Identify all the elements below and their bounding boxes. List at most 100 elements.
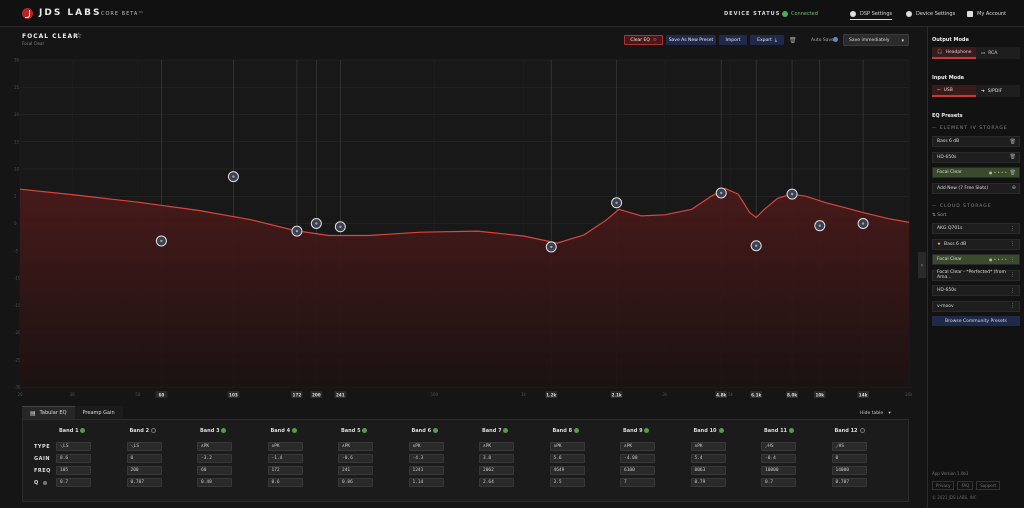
band-freq-field[interactable]: 60 [197, 466, 232, 475]
band-freq-field[interactable]: 172 [267, 466, 303, 475]
faq-link[interactable]: FAQ [957, 481, 974, 490]
more-options-icon[interactable]: ⋮ [1010, 225, 1015, 232]
band-q-field[interactable]: 3.5 [549, 478, 585, 487]
band-gain-field[interactable]: -0.6 [338, 454, 373, 463]
input-spdif-option[interactable]: ➜ S/PDIF [976, 85, 1020, 97]
band-type-field[interactable]: ∧ PK [338, 442, 373, 451]
preset-list-item[interactable]: Add New (7 Free Slots) ⊕ [932, 182, 1020, 194]
sort-control[interactable]: ⇅ Sort [932, 213, 946, 218]
more-options-icon[interactable]: ⋮ [1010, 256, 1015, 263]
input-usb-option[interactable]: ⎓ USB [932, 85, 976, 97]
add-icon[interactable]: ⊕ [1011, 185, 1016, 191]
band-type-field[interactable]: ∧ PK [197, 442, 232, 451]
band-enable-toggle[interactable] [789, 428, 794, 433]
band-gain-field[interactable]: 5.6 [549, 454, 585, 463]
band-gain-field[interactable]: 0 [831, 454, 867, 463]
band-q-field[interactable]: 0.79 [690, 478, 726, 487]
band-gain-field[interactable]: -4.3 [408, 454, 444, 463]
band-gain-field[interactable]: -0.4 [761, 454, 796, 463]
save-as-new-preset-button[interactable]: Save As New Preset [666, 35, 716, 45]
band-freq-field[interactable]: 1241 [408, 466, 444, 475]
export-button[interactable]: Export ⤓ [750, 35, 784, 45]
preset-list-item[interactable]: HD-650s 🗑 [932, 151, 1020, 163]
preset-list-item[interactable]: Focal Clear ● • • • • 🗑 [932, 167, 1020, 178]
band-type-field[interactable]: ∧ PK [408, 442, 444, 451]
preset-list-item[interactable]: Focal Clear - *Perfected* (from Ama... ⋮ [932, 269, 1020, 281]
trash-icon[interactable]: 🗑 [1009, 154, 1016, 160]
preset-list-item[interactable]: v-moov ⋮ [932, 300, 1020, 312]
band-q-field[interactable]: 0.707 [831, 478, 867, 487]
support-link[interactable]: Support [976, 481, 1001, 490]
band-freq-field[interactable]: 2062 [479, 466, 514, 475]
more-options-icon[interactable]: ⋮ [1010, 287, 1015, 294]
band-gain-field[interactable]: 3.8 [479, 454, 514, 463]
nav-my-account[interactable]: My Account [967, 8, 1006, 20]
info-icon[interactable] [833, 37, 838, 42]
band-freq-field[interactable]: 10000 [761, 466, 796, 475]
q-info-icon[interactable] [43, 481, 47, 485]
band-gain-field[interactable]: -1.4 [267, 454, 303, 463]
band-gain-field[interactable]: 8.6 [56, 454, 91, 463]
browse-community-presets-button[interactable]: Browse Community Presets [932, 316, 1020, 326]
band-enable-toggle[interactable] [432, 428, 438, 433]
band-q-field[interactable]: 1.14 [408, 478, 444, 487]
band-q-field[interactable]: 0.7 [761, 478, 796, 487]
band-type-field[interactable]: ⟋ HS [761, 442, 796, 451]
band-freq-field[interactable]: 14000 [831, 466, 867, 475]
preset-list-item[interactable]: ★ Bass 6 dB ⋮ [932, 238, 1020, 250]
band-q-field[interactable]: 0.86 [338, 478, 373, 487]
tab-preamp-gain[interactable]: Preamp Gain [74, 406, 123, 419]
band-freq-field[interactable]: 241 [338, 466, 373, 475]
more-options-icon[interactable]: ⋮ [1010, 303, 1015, 309]
preset-list-item[interactable]: AKG Q701s ⋮ [932, 223, 1020, 234]
band-gain-field[interactable]: 5.4 [690, 454, 726, 463]
band-enable-toggle[interactable] [718, 428, 724, 433]
clear-eq-button[interactable]: Clear EQ ⊘ [624, 35, 663, 45]
privacy-link[interactable]: Privacy [932, 481, 955, 490]
band-freq-field[interactable]: 6100 [620, 466, 655, 475]
band-enable-toggle[interactable] [859, 428, 865, 433]
band-q-field[interactable]: 0.6 [267, 478, 303, 487]
band-q-field[interactable]: 0.7 [56, 478, 91, 487]
band-enable-toggle[interactable] [362, 428, 367, 433]
save-mode-select[interactable]: Save immediately ▾ [843, 34, 909, 46]
band-type-field[interactable]: ⟍ LS [56, 442, 91, 451]
band-q-field[interactable]: 7 [620, 478, 655, 487]
nav-device-settings[interactable]: Device Settings [906, 8, 955, 20]
band-q-field[interactable]: 0.48 [197, 478, 232, 487]
band-freq-field[interactable]: 4649 [549, 466, 585, 475]
band-gain-field[interactable]: -3.2 [197, 454, 232, 463]
band-enable-toggle[interactable] [644, 428, 649, 433]
band-enable-toggle[interactable] [80, 428, 85, 433]
tab-tabular-eq[interactable]: ▤ Tabular EQ [22, 406, 75, 419]
band-type-field[interactable]: ∧ PK [479, 442, 514, 451]
more-options-icon[interactable]: ⋮ [1010, 272, 1015, 278]
band-enable-toggle[interactable] [291, 428, 297, 433]
band-freq-field[interactable]: 8063 [690, 466, 726, 475]
band-enable-toggle[interactable] [573, 428, 579, 433]
band-enable-toggle[interactable] [221, 428, 226, 433]
band-type-field[interactable]: ∧ PK [549, 442, 585, 451]
sidebar-collapse-handle[interactable]: › [918, 252, 926, 278]
output-headphone-option[interactable]: 🎧 Headphone [932, 47, 976, 59]
band-type-field[interactable]: ∧ PK [690, 442, 726, 451]
preset-list-item[interactable]: Bass 6 dB 🗑 [932, 136, 1020, 147]
band-type-field[interactable]: ∧ PK [620, 442, 655, 451]
band-enable-toggle[interactable] [150, 428, 156, 433]
import-button[interactable]: Import [719, 35, 747, 45]
band-type-field[interactable]: ∧ PK [267, 442, 303, 451]
nav-dsp-settings[interactable]: DSP Settings [850, 8, 893, 20]
hide-table-toggle[interactable]: Hide table ▾ [860, 411, 891, 416]
trash-icon[interactable]: 🗑 [1009, 138, 1016, 145]
preset-list-item[interactable]: HD-650s ⋮ [932, 285, 1020, 296]
band-type-field[interactable]: ⟍ LS [126, 442, 162, 451]
band-type-field[interactable]: ⟋ HS [831, 442, 867, 451]
band-q-field[interactable]: 2.64 [479, 478, 514, 487]
band-enable-toggle[interactable] [503, 428, 508, 433]
band-gain-field[interactable]: 0 [126, 454, 162, 463]
band-q-field[interactable]: 0.707 [126, 478, 162, 487]
delete-preset-icon[interactable]: 🗑 [789, 37, 797, 44]
band-freq-field[interactable]: 105 [56, 466, 91, 475]
band-freq-field[interactable]: 200 [126, 466, 162, 475]
